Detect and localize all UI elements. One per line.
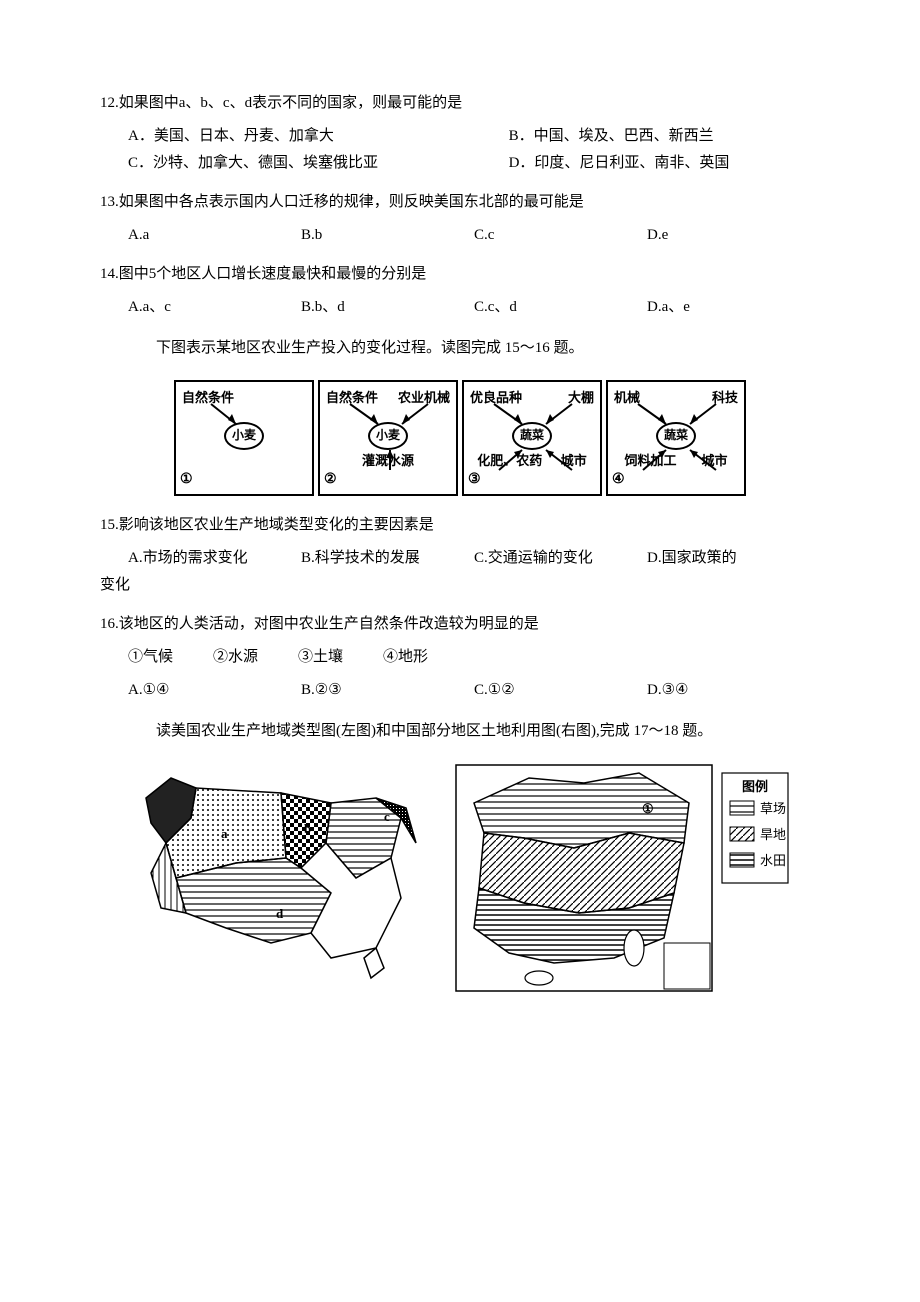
q12-opt-d: D．印度、尼日利亚、南非、英国 bbox=[509, 150, 820, 177]
diagram-box-3: 优良品种大棚 蔬菜 化肥、农药城市 ③ bbox=[462, 380, 602, 496]
box4-bot2: 城市 bbox=[701, 449, 727, 472]
question-12: 12.如果图中a、b、c、d表示不同的国家，则最可能的是 A．美国、日本、丹麦、… bbox=[100, 90, 820, 177]
q15-opt-d: D.国家政策的 bbox=[647, 545, 820, 572]
q16-item-2: ②水源 bbox=[213, 644, 258, 671]
diagram-box-1: 自然条件 小麦 ① bbox=[174, 380, 314, 496]
box3-bot2: 城市 bbox=[561, 449, 587, 472]
box4-node: 蔬菜 bbox=[656, 422, 696, 450]
q13-opt-d: D.e bbox=[647, 222, 820, 249]
box3-node: 蔬菜 bbox=[512, 422, 552, 450]
q14-opt-d: D.a、e bbox=[647, 294, 820, 321]
q15-opt-c: C.交通运输的变化 bbox=[474, 545, 647, 572]
maps-figure: a b c d ① 图例 草场 bbox=[100, 763, 820, 993]
agriculture-diagram: 自然条件 小麦 ① 自然条件农业机械 小麦 灌溉水源 ② 优良品种大棚 蔬菜 化… bbox=[100, 380, 820, 496]
q12-opt-a: A．美国、日本、丹麦、加拿大 bbox=[128, 123, 509, 150]
q12-text: 12.如果图中a、b、c、d表示不同的国家，则最可能的是 bbox=[100, 90, 820, 117]
q16-subitems: ①气候 ②水源 ③土壤 ④地形 bbox=[100, 644, 820, 671]
q16-opt-b: B.②③ bbox=[301, 677, 474, 704]
svg-text:b: b bbox=[304, 821, 311, 836]
svg-text:水田: 水田 bbox=[760, 853, 786, 868]
q16-opt-c: C.①② bbox=[474, 677, 647, 704]
svg-text:草场: 草场 bbox=[760, 801, 786, 816]
svg-text:①: ① bbox=[642, 801, 654, 816]
question-14: 14.图中5个地区人口增长速度最快和最慢的分别是 A.a、c B.b、d C.c… bbox=[100, 261, 820, 321]
q16-options: A.①④ B.②③ C.①② D.③④ bbox=[100, 677, 820, 704]
box2-num: ② bbox=[324, 467, 337, 492]
q14-options: A.a、c B.b、d C.c、d D.a、e bbox=[100, 294, 820, 321]
usa-map: a b c d bbox=[126, 763, 436, 993]
intro-15-16: 下图表示某地区农业生产投入的变化过程。读图完成 15～16 题。 bbox=[100, 335, 820, 362]
q14-opt-b: B.b、d bbox=[301, 294, 474, 321]
china-map: ① 图例 草场 旱地 水田 bbox=[454, 763, 794, 993]
q15-tail: 变化 bbox=[100, 572, 820, 599]
box3-num: ③ bbox=[468, 467, 481, 492]
box4-num: ④ bbox=[612, 467, 625, 492]
q15-options: A.市场的需求变化 B.科学技术的发展 C.交通运输的变化 D.国家政策的 bbox=[100, 545, 820, 572]
q15-text: 15.影响该地区农业生产地域类型变化的主要因素是 bbox=[100, 512, 820, 539]
svg-text:d: d bbox=[276, 906, 284, 921]
q14-opt-c: C.c、d bbox=[474, 294, 647, 321]
question-13: 13.如果图中各点表示国内人口迁移的规律，则反映美国东北部的最可能是 A.a B… bbox=[100, 189, 820, 249]
q16-opt-d: D.③④ bbox=[647, 677, 820, 704]
q12-opt-c: C．沙特、加拿大、德国、埃塞俄比亚 bbox=[128, 150, 509, 177]
q15-opt-a: A.市场的需求变化 bbox=[128, 545, 301, 572]
question-15: 15.影响该地区农业生产地域类型变化的主要因素是 A.市场的需求变化 B.科学技… bbox=[100, 512, 820, 599]
legend-title: 图例 bbox=[742, 779, 768, 794]
intro-17-18: 读美国农业生产地域类型图(左图)和中国部分地区土地利用图(右图),完成 17～1… bbox=[100, 718, 820, 745]
q16-item-3: ③土壤 bbox=[298, 644, 343, 671]
box4-bot1: 饲料加工 bbox=[624, 449, 676, 472]
q12-options: A．美国、日本、丹麦、加拿大 B．中国、埃及、巴西、新西兰 C．沙特、加拿大、德… bbox=[100, 123, 820, 177]
box2-node: 小麦 bbox=[368, 422, 408, 450]
q14-opt-a: A.a、c bbox=[128, 294, 301, 321]
q16-item-4: ④地形 bbox=[383, 644, 428, 671]
box2-bot1: 灌溉水源 bbox=[362, 449, 414, 472]
svg-text:c: c bbox=[384, 809, 390, 824]
q16-opt-a: A.①④ bbox=[128, 677, 301, 704]
q13-opt-c: C.c bbox=[474, 222, 647, 249]
q13-text: 13.如果图中各点表示国内人口迁移的规律，则反映美国东北部的最可能是 bbox=[100, 189, 820, 216]
q16-item-1: ①气候 bbox=[128, 644, 173, 671]
q13-opt-a: A.a bbox=[128, 222, 301, 249]
box1-node: 小麦 bbox=[224, 422, 264, 450]
svg-text:a: a bbox=[221, 826, 228, 841]
q16-text: 16.该地区的人类活动，对图中农业生产自然条件改造较为明显的是 bbox=[100, 611, 820, 638]
q15-opt-b: B.科学技术的发展 bbox=[301, 545, 474, 572]
svg-text:旱地: 旱地 bbox=[760, 827, 786, 842]
q13-opt-b: B.b bbox=[301, 222, 474, 249]
box3-bot1: 化肥、农药 bbox=[477, 449, 542, 472]
q14-text: 14.图中5个地区人口增长速度最快和最慢的分别是 bbox=[100, 261, 820, 288]
diagram-box-2: 自然条件农业机械 小麦 灌溉水源 ② bbox=[318, 380, 458, 496]
diagram-box-4: 机械科技 蔬菜 饲料加工城市 ④ bbox=[606, 380, 746, 496]
q12-opt-b: B．中国、埃及、巴西、新西兰 bbox=[509, 123, 820, 150]
q13-options: A.a B.b C.c D.e bbox=[100, 222, 820, 249]
box1-num: ① bbox=[180, 467, 193, 492]
question-16: 16.该地区的人类活动，对图中农业生产自然条件改造较为明显的是 ①气候 ②水源 … bbox=[100, 611, 820, 704]
